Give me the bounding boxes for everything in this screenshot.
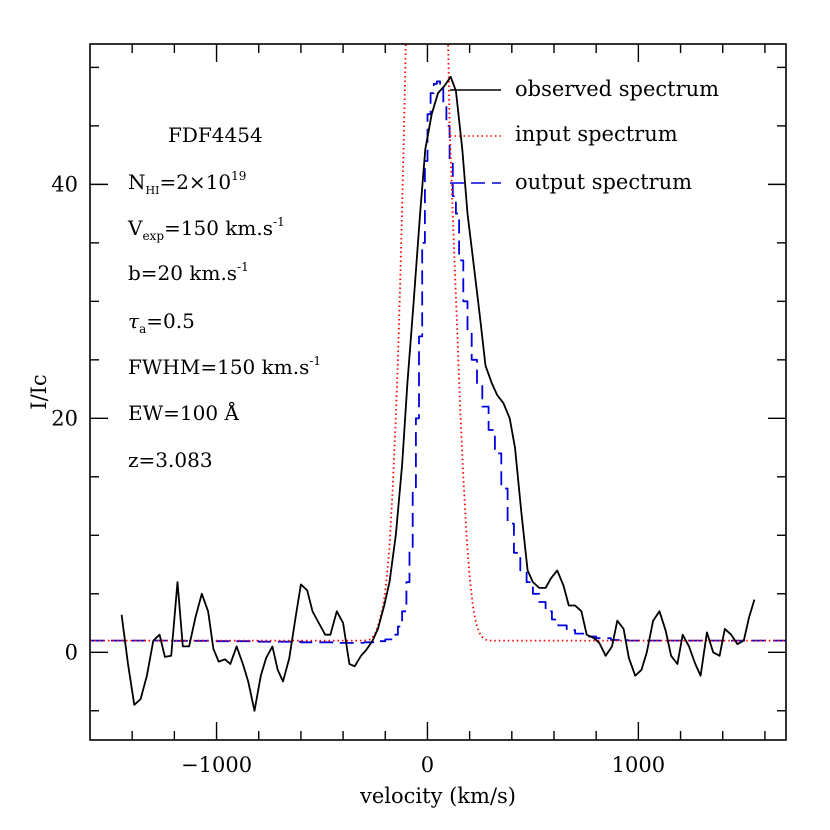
parameter-annotations: FDF4454 NHI=2×1019 Vexp=150 km.s-1 b=20 … [127, 123, 321, 472]
series-layer [90, 44, 786, 712]
vexp-annotation: Vexp=150 km.s-1 [127, 215, 285, 243]
fwhm-annotation: FWHM=150 km.s-1 [128, 354, 321, 379]
input-spectrum-line [90, 44, 786, 642]
object-name: FDF4454 [168, 123, 263, 147]
x-tick-label: −1000 [181, 753, 252, 777]
legend: observed spectrum input spectrum output … [450, 77, 719, 194]
nhi-annotation: NHI=2×1019 [128, 169, 246, 197]
z-annotation: z=3.083 [128, 448, 213, 472]
tick-layer: −1000 0 1000 0 20 40 [51, 44, 786, 777]
x-tick-label: 1000 [612, 753, 665, 777]
plot-frame [89, 43, 787, 741]
y-axis-label: I/Ic [27, 374, 51, 409]
y-tick-label: 20 [51, 406, 78, 430]
observed-spectrum-line [120, 75, 756, 712]
y-tick-label: 40 [51, 172, 78, 196]
b-annotation: b=20 km.s-1 [128, 260, 249, 285]
tau-annotation: τa=0.5 [128, 309, 195, 336]
y-tick-label: 0 [65, 640, 78, 664]
legend-label-output: output spectrum [515, 170, 692, 194]
legend-label-observed: observed spectrum [515, 77, 719, 101]
legend-label-input: input spectrum [515, 122, 678, 146]
x-tick-label: 0 [421, 753, 434, 777]
x-axis-label: velocity (km/s) [359, 784, 516, 808]
ew-annotation: EW=100 Å [128, 400, 239, 425]
output-spectrum-line [90, 80, 786, 644]
